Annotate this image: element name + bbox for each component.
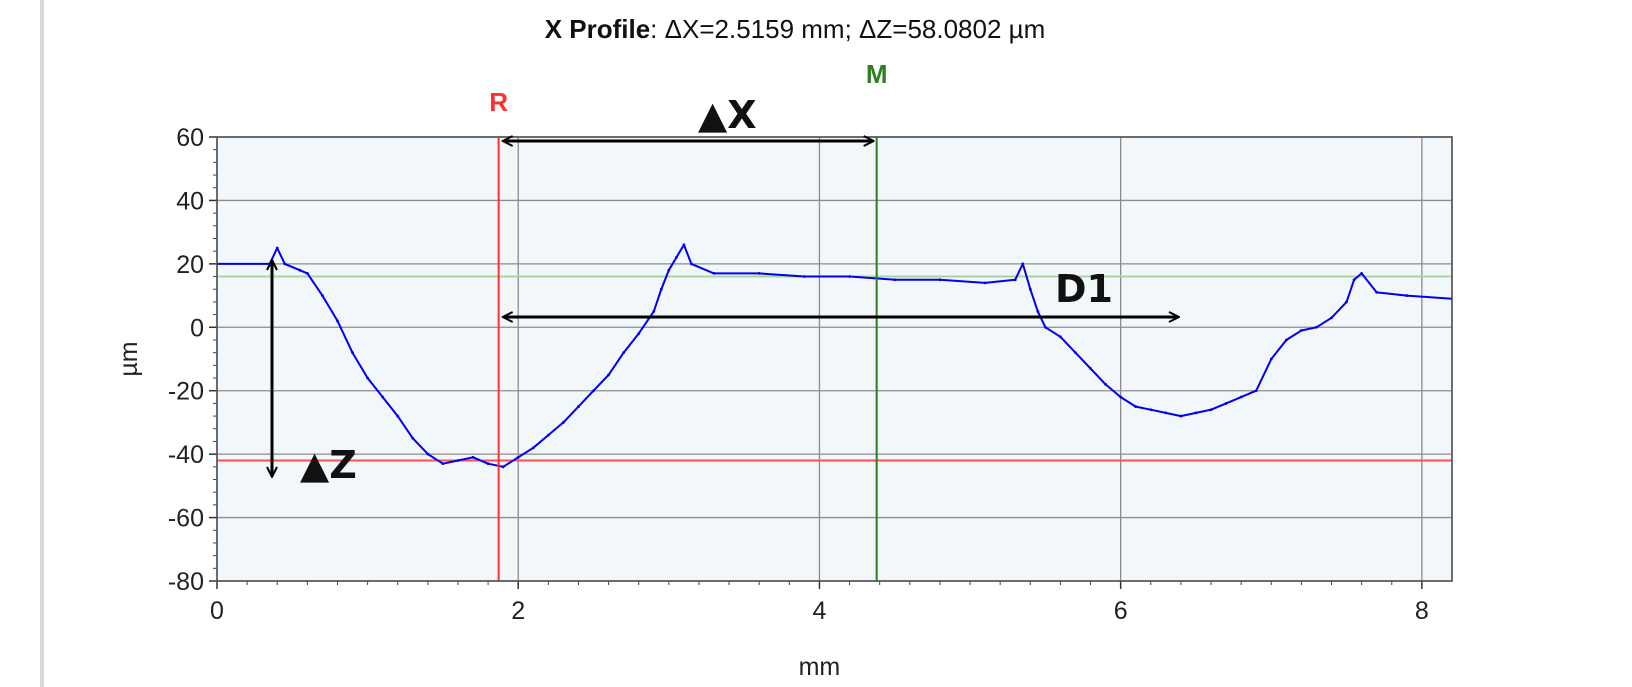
profile-point — [938, 278, 942, 282]
profile-point — [456, 459, 460, 462]
profile-point — [893, 278, 897, 282]
y-tick-label: -20 — [168, 378, 204, 406]
marker-label-r: R — [489, 87, 508, 117]
profile-point — [622, 351, 626, 355]
profile-point — [607, 373, 610, 377]
profile-point — [1352, 278, 1356, 282]
profile-point — [1043, 325, 1047, 329]
profile-point — [1036, 310, 1040, 313]
series-layer — [217, 243, 1452, 469]
profile-point — [1315, 325, 1318, 329]
profile-point — [471, 455, 475, 459]
profile-point — [637, 332, 641, 336]
marker-label-m: M — [866, 59, 888, 89]
profile-point — [1013, 278, 1017, 282]
d1-label: D1 — [1055, 267, 1113, 311]
profile-point — [1239, 395, 1243, 399]
profile-point — [1375, 291, 1379, 294]
marker-lines: RM — [489, 59, 888, 581]
y-tick-label: 20 — [176, 251, 204, 279]
delta-x-label: ▲X — [698, 93, 757, 137]
profile-point — [516, 455, 520, 459]
profile-point — [1104, 382, 1107, 386]
profile-point — [757, 271, 761, 275]
profile-point — [1330, 316, 1333, 320]
profile-point — [351, 351, 354, 355]
y-tick-label: -60 — [168, 505, 204, 533]
profile-point — [1179, 414, 1183, 418]
profile-point — [1028, 287, 1032, 291]
profile-point — [562, 421, 565, 424]
profile-point — [848, 275, 851, 278]
profile-point — [1405, 294, 1409, 297]
y-tick-label: -80 — [168, 568, 204, 596]
profile-point — [1209, 408, 1213, 412]
profile-point — [275, 246, 279, 250]
y-tick-label: 0 — [190, 314, 204, 342]
profile-point — [1269, 357, 1273, 361]
profile-point — [1194, 411, 1198, 415]
profile-point — [396, 414, 400, 418]
x-tick-label: 0 — [210, 597, 224, 625]
profile-point — [546, 433, 550, 437]
profile-point — [1149, 408, 1153, 412]
profile-point — [501, 465, 505, 469]
grid-lines — [217, 137, 1452, 581]
profile-point — [592, 389, 595, 393]
profile-point — [321, 294, 324, 297]
profile-point — [983, 281, 987, 285]
profile-point — [682, 243, 686, 247]
delta-z-label: ▲Z — [300, 443, 357, 487]
left-border — [40, 0, 44, 687]
profile-point — [1021, 262, 1025, 266]
x-tick-label: 4 — [812, 597, 826, 625]
profile-point — [441, 462, 445, 466]
plot-area — [216, 136, 1453, 582]
annotations: ▲X ▲Z D1 — [272, 93, 1178, 487]
profile-point — [1164, 411, 1168, 415]
chart-title: X Profile: ΔX=2.5159 mm; ΔZ=58.0802 µm — [0, 14, 1590, 45]
profile-point — [1254, 389, 1258, 393]
profile-point — [1224, 402, 1228, 405]
profile-point — [283, 262, 287, 266]
profile-point — [1059, 335, 1062, 339]
profile-point — [1074, 351, 1077, 355]
chart-title-bold: X Profile — [544, 14, 651, 44]
y-tick-label: 40 — [176, 187, 204, 215]
profile-point — [674, 256, 678, 259]
profile-point — [1119, 395, 1123, 399]
profile-point — [659, 287, 663, 291]
profile-point — [336, 319, 339, 323]
profile-point — [802, 275, 806, 278]
x-axis-label: mm — [799, 653, 841, 681]
profile-point — [1345, 300, 1348, 304]
profile-point — [486, 462, 490, 466]
profile-point — [531, 446, 535, 450]
x-tick-label: 8 — [1415, 597, 1429, 625]
y-axis-label: µm — [115, 341, 143, 376]
profile-point — [577, 405, 580, 408]
profile-point — [1089, 367, 1092, 370]
profile-point — [381, 395, 385, 399]
chart-title-rest: : ΔX=2.5159 mm; ΔZ=58.0802 µm — [650, 14, 1046, 44]
x-tick-label: 2 — [511, 597, 525, 625]
profile-point — [652, 310, 656, 313]
profile-point — [1360, 271, 1364, 275]
profile-point — [366, 376, 370, 380]
y-tick-label: -40 — [168, 441, 204, 469]
profile-point — [1284, 338, 1288, 342]
y-tick-label: 60 — [176, 124, 204, 152]
profile-point — [298, 268, 302, 272]
profile-point — [305, 271, 309, 275]
profile-point — [411, 436, 415, 440]
x-tick-label: 6 — [1114, 597, 1128, 625]
profile-point — [1134, 405, 1138, 408]
profile-point — [690, 262, 693, 266]
profile-point — [426, 452, 430, 456]
profile-point — [667, 268, 671, 272]
profile-point — [712, 271, 716, 275]
profile-point — [1299, 329, 1303, 332]
